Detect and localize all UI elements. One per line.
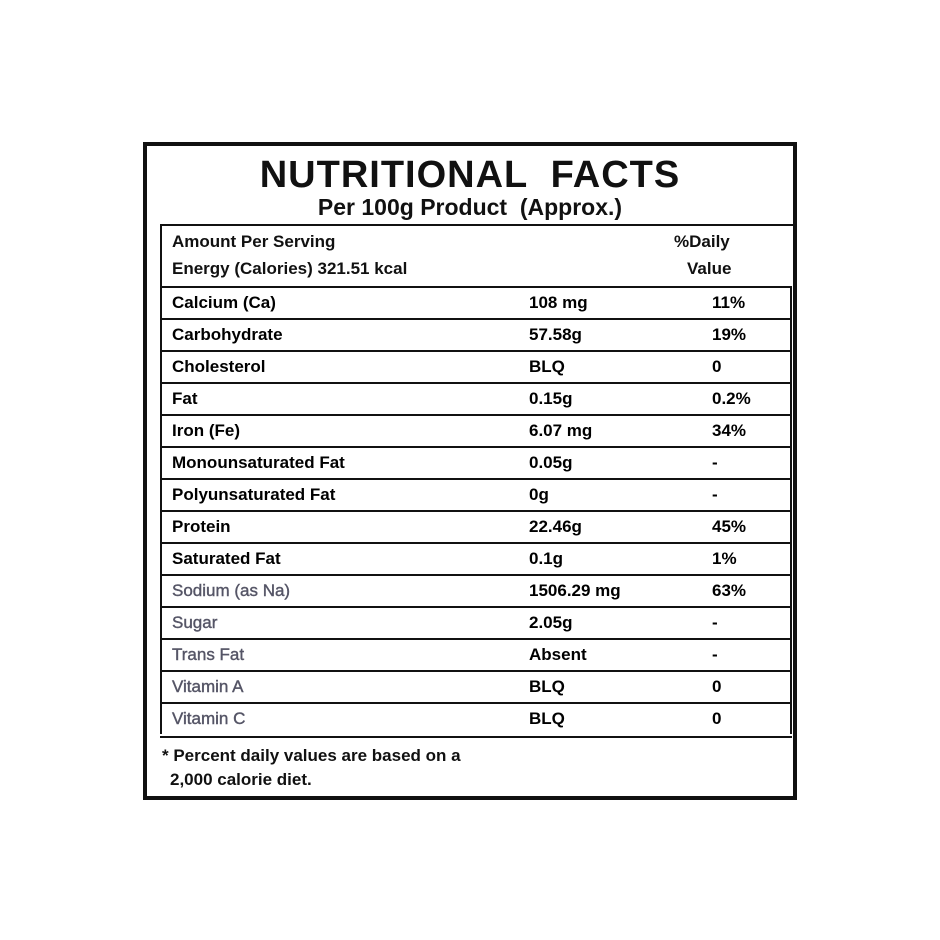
intro-line: Energy (Calories) 321.51 kcal <box>172 259 408 278</box>
daily-value: - <box>712 453 718 472</box>
table-row: Carbohydrate 57.58g 19% <box>160 318 792 350</box>
intro: Amount Per Serving Energy (Calories) 321… <box>160 224 796 288</box>
footnote-line: 2,000 calorie diet. <box>170 770 312 789</box>
table-row: Polyunsaturated Fat 0g - <box>160 478 792 510</box>
amount: 108 mg <box>529 293 588 312</box>
daily-value: 0 <box>712 357 722 376</box>
nutrient-name: Calcium (Ca) <box>172 293 276 312</box>
daily-value: 34% <box>712 421 747 440</box>
amount: 0.1g <box>529 549 564 568</box>
nutrient-name: Sodium (as Na) <box>172 581 291 600</box>
amount: 0.05g <box>529 453 573 472</box>
intro-line: Amount Per Serving <box>172 232 336 251</box>
nutrient-name: Saturated Fat <box>172 549 281 568</box>
nutrient-name: Trans Fat <box>172 645 245 664</box>
table-row: Monounsaturated Fat 0.05g - <box>160 446 792 478</box>
daily-value: - <box>712 645 718 664</box>
amount: 0g <box>529 485 549 504</box>
nutrient-name: Cholesterol <box>172 357 266 376</box>
nutrient-name: Fat <box>172 389 198 408</box>
daily-value: 0.2% <box>712 389 751 408</box>
nutrient-name: Vitamin A <box>172 677 244 696</box>
amount: 57.58g <box>529 325 582 344</box>
nutrient-name: Polyunsaturated Fat <box>172 485 336 504</box>
amount: BLQ <box>529 357 565 376</box>
nutrient-name: Vitamin C <box>172 709 246 728</box>
daily-value: 0 <box>712 677 722 696</box>
dv-heading: Value <box>687 259 732 278</box>
subtitle: Per 100g Product (Approx.) <box>317 194 623 220</box>
amount: 0.15g <box>529 389 573 408</box>
table-row: Fat 0.15g 0.2% <box>160 382 792 414</box>
table-row: Cholesterol BLQ 0 <box>160 350 792 382</box>
daily-value: 63% <box>712 581 747 600</box>
daily-value: 0 <box>712 709 722 728</box>
daily-value: 45% <box>712 517 747 536</box>
table-row: Saturated Fat 0.1g 1% <box>160 542 792 574</box>
nutrient-name: Iron (Fe) <box>172 421 240 440</box>
nutrition-label: NUTRITIONAL FACTS Per 100g Product (Appr… <box>143 142 797 800</box>
table-row: Sugar 2.05g - <box>160 606 792 638</box>
nutrient-name: Sugar <box>172 613 218 632</box>
amount: Absent <box>529 645 587 664</box>
table-row: Iron (Fe) 6.07 mg 34% <box>160 414 792 446</box>
amount: 1506.29 mg <box>529 581 621 600</box>
footnote-line: * Percent daily values are based on a <box>162 746 461 765</box>
daily-value: - <box>712 613 718 632</box>
amount: 2.05g <box>529 613 573 632</box>
table-row: Calcium (Ca) 108 mg 11% <box>160 286 792 318</box>
nutrient-name: Monounsaturated Fat <box>172 453 345 472</box>
table-row: Sodium (as Na) 1506.29 mg 63% <box>160 574 792 606</box>
dv-heading: %Daily <box>674 232 730 251</box>
daily-value: 19% <box>712 325 747 344</box>
table-row: Trans Fat Absent - <box>160 638 792 670</box>
daily-value: 1% <box>712 549 737 568</box>
footnote: * Percent daily values are based on a 2,… <box>160 736 792 794</box>
daily-value: 11% <box>712 293 746 312</box>
table-row: Vitamin C BLQ 0 <box>160 702 792 734</box>
nutrient-name: Protein <box>172 517 231 536</box>
nutrient-name: Carbohydrate <box>172 325 283 344</box>
amount: 22.46g <box>529 517 582 536</box>
amount: BLQ <box>529 677 565 696</box>
title: NUTRITIONAL FACTS <box>259 154 681 196</box>
amount: BLQ <box>529 709 565 728</box>
table-row: Protein 22.46g 45% <box>160 510 792 542</box>
daily-value: - <box>712 485 718 504</box>
table-row: Vitamin A BLQ 0 <box>160 670 792 702</box>
amount: 6.07 mg <box>529 421 593 440</box>
